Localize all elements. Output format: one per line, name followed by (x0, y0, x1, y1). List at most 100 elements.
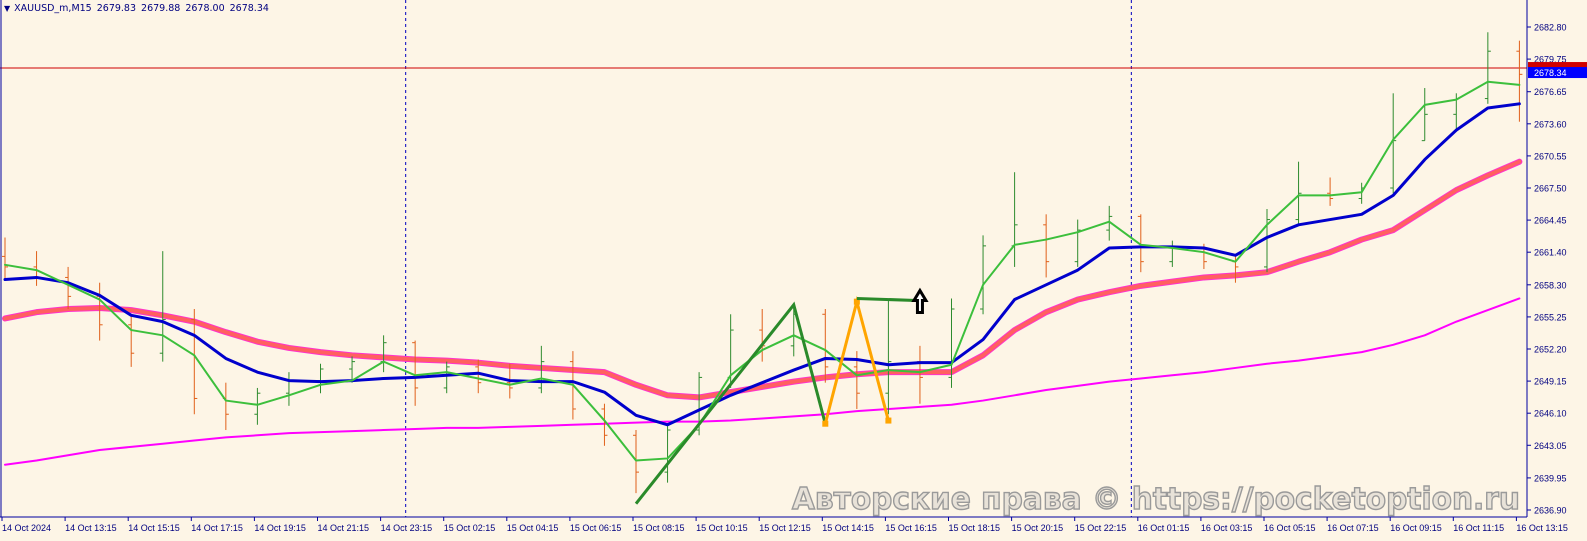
x-tick-label: 15 Oct 14:15 (822, 523, 874, 533)
ohlc-bar (664, 424, 671, 483)
ohlc-bar (1264, 209, 1270, 273)
ohlc-bar (317, 363, 324, 394)
triangle-down-icon[interactable]: ▼ (4, 4, 11, 13)
y-tick-label: 2667.50 (1534, 184, 1567, 194)
x-tick-label: 14 Oct 15:15 (128, 523, 180, 533)
ohlc-bar (1011, 172, 1018, 267)
ohlc-bar (822, 309, 829, 383)
mid-ma-line (3, 102, 1521, 427)
high-value: 2679.88 (141, 3, 181, 14)
x-tick-label: 14 Oct 21:15 (318, 523, 370, 533)
zigzag-point (822, 420, 829, 427)
x-tick-label: 14 Oct 19:15 (254, 523, 306, 533)
buy-arrow-icon (911, 287, 929, 314)
y-tick-label: 2655.25 (1534, 312, 1567, 322)
level-segment (856, 296, 921, 303)
y-tick-label: 2670.55 (1534, 151, 1567, 161)
ohlc-bar (1484, 32, 1491, 104)
ohlc-bar (285, 372, 292, 406)
ohlc-bar (1295, 161, 1302, 225)
x-tick-label: 16 Oct 13:15 (1516, 523, 1568, 533)
price-axis-bg (1527, 0, 1587, 541)
watermark: Авторские права © https://pocketoption.r… (792, 482, 1520, 517)
ohlc-bar (33, 251, 40, 286)
ohlc-bar (1516, 40, 1523, 122)
x-tick-label: 15 Oct 04:15 (507, 523, 559, 533)
long-ma-line (4, 297, 1521, 466)
ohlc-bar (254, 387, 261, 425)
x-tick-label: 15 Oct 06:15 (570, 523, 622, 533)
x-tick-label: 14 Oct 17:15 (191, 523, 243, 533)
ohlc-bar (475, 359, 482, 394)
ohlc-bar (1137, 214, 1144, 273)
y-tick-label: 2664.45 (1534, 216, 1567, 226)
x-tick-label: 14 Oct 23:15 (381, 523, 433, 533)
x-tick-label: 16 Oct 11:15 (1453, 523, 1504, 533)
ohlc-bar (601, 403, 608, 446)
time-axis-bg (0, 517, 1587, 541)
x-tick-label: 15 Oct 10:15 (696, 523, 748, 533)
x-tick-label: 16 Oct 05:15 (1264, 523, 1316, 533)
ohlc-bar (128, 314, 135, 367)
x-tick-label: 15 Oct 08:15 (633, 523, 685, 533)
ohlc-bar (412, 340, 419, 406)
ohlc-bar (96, 282, 103, 341)
ohlc-bar (191, 309, 198, 415)
bid-price-text: 2678.34 (1534, 68, 1567, 78)
ohlc-bar (885, 298, 892, 415)
ohlc-bar (380, 335, 387, 373)
ohlc-bar (1169, 240, 1176, 267)
close-value: 2678.34 (229, 3, 269, 14)
y-tick-label: 2661.40 (1534, 248, 1567, 258)
x-tick-label: 16 Oct 07:15 (1327, 523, 1379, 533)
ohlc-bar (65, 266, 72, 310)
x-tick-label: 15 Oct 02:15 (444, 523, 496, 533)
chart-header: ▼ XAUUSD_m,M15 2679.83 2679.88 2678.00 2678.3… (4, 3, 274, 14)
y-tick-label: 2636.90 (1534, 506, 1567, 516)
ask-price-label (1528, 62, 1587, 71)
x-tick-label: 16 Oct 09:15 (1390, 523, 1442, 533)
y-tick-label: 2673.60 (1534, 119, 1567, 129)
x-tick-label: 14 Oct 2024 (2, 523, 51, 533)
ohlc-bar (980, 235, 987, 315)
y-tick-label: 2676.65 (1534, 87, 1567, 97)
ohlc-bar (349, 356, 356, 383)
ohlc-bar (1327, 177, 1334, 206)
ohlc-bar (759, 309, 766, 362)
x-tick-label: 14 Oct 13:15 (65, 523, 117, 533)
zigzag-point (853, 298, 860, 305)
y-tick-label: 2658.30 (1534, 280, 1567, 290)
x-tick-label: 16 Oct 03:15 (1201, 523, 1253, 533)
x-tick-label: 15 Oct 18:15 (949, 523, 1001, 533)
x-tick-label: 15 Oct 16:15 (885, 523, 937, 533)
y-tick-label: 2639.95 (1534, 473, 1567, 483)
ohlc-bar (1043, 214, 1050, 278)
ohlc-bar (2, 237, 8, 279)
low-value: 2678.00 (185, 3, 225, 14)
ohlc-bar (948, 298, 955, 388)
ohlc-bar (1106, 205, 1113, 241)
symbol-label: XAUUSD_m,M15 (14, 3, 92, 14)
zigzag-point (885, 417, 892, 424)
y-tick-label: 2652.20 (1534, 345, 1567, 355)
y-tick-label: 2679.75 (1534, 55, 1567, 65)
x-tick-label: 15 Oct 20:15 (1012, 523, 1064, 533)
zigzag-line (634, 301, 827, 505)
ohlc-bar (1074, 219, 1081, 267)
x-tick-label: 15 Oct 12:15 (759, 523, 811, 533)
y-tick-label: 2682.80 (1534, 23, 1567, 33)
ohlc-bar (222, 382, 229, 431)
y-tick-label: 2643.05 (1534, 441, 1567, 451)
ohlc-bar (538, 345, 545, 394)
ohlc-bar (159, 251, 166, 362)
fast-ma-line (4, 80, 1521, 462)
y-tick-label: 2646.10 (1534, 409, 1567, 419)
x-tick-label: 15 Oct 22:15 (1075, 523, 1127, 533)
ohlc-bar (443, 361, 450, 394)
bid-price-label (1528, 67, 1587, 79)
open-value: 2679.83 (96, 3, 137, 14)
ohlc-bar (633, 430, 639, 494)
y-tick-label: 2649.15 (1534, 377, 1567, 387)
x-tick-label: 16 Oct 01:15 (1138, 523, 1190, 533)
